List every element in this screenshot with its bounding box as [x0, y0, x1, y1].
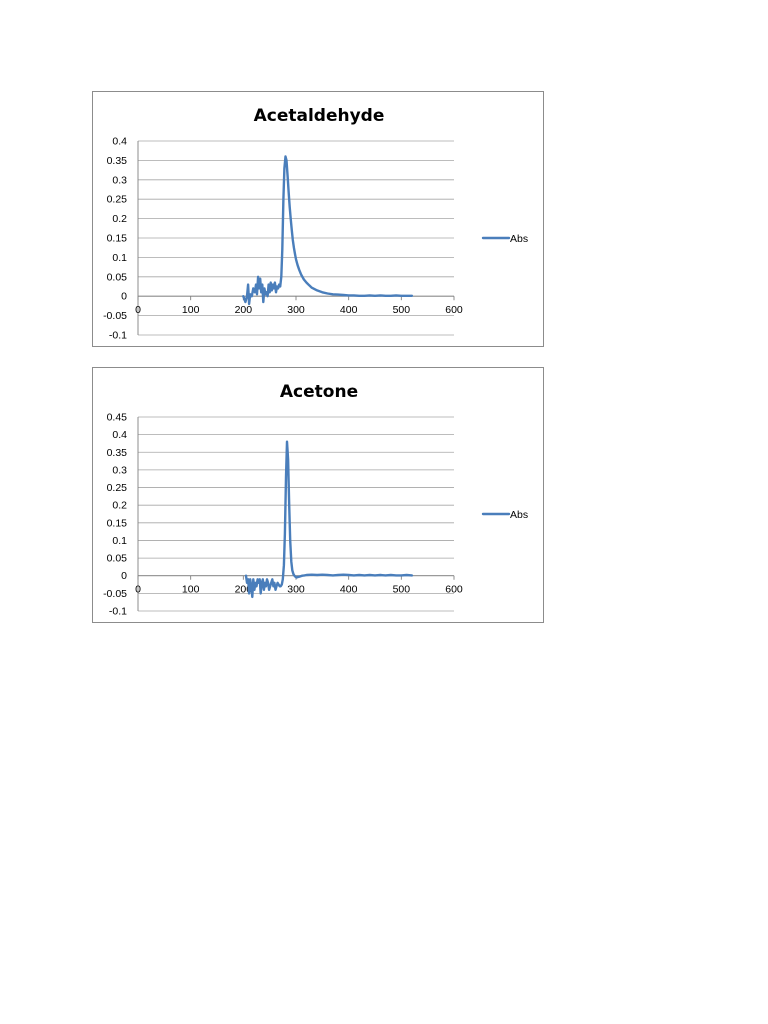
legend: Abs	[481, 233, 528, 245]
y-tick-label: 0.3	[112, 464, 127, 476]
x-tick-label: 400	[340, 304, 358, 316]
y-tick-label: 0.3	[112, 174, 127, 186]
x-tick-label: 100	[182, 304, 200, 316]
gridlines	[138, 416, 454, 612]
y-tick-label: 0	[121, 291, 127, 303]
y-tick-label: 0.1	[112, 535, 127, 547]
chart-acetaldehyde-svg: Acetaldehyde 0.4 0.35 0.3 0.25 0.2 0.15 0.1 0.0…	[103, 106, 528, 342]
y-tick-label: -0.1	[109, 606, 127, 618]
x-tick-label: 0	[135, 304, 141, 316]
chart-acetone-svg: Acetone 0.45 0.4 0.35 0.3 0.25 0.2 0.15 0.1 0.05…	[103, 382, 528, 618]
x-tick-label: 600	[445, 304, 463, 316]
y-tick-label: 0.4	[112, 136, 127, 148]
y-tick-label: 0.35	[107, 155, 128, 167]
y-tick-label: 0.25	[107, 482, 128, 494]
chart-acetone: Acetone 0.45 0.4 0.35 0.3 0.25 0.2 0.15 0.1 0.05…	[92, 367, 544, 623]
x-tick-label: 0	[135, 584, 141, 596]
x-tick-label: 200	[235, 304, 253, 316]
y-tick-label: 0.2	[112, 500, 127, 512]
chart-title: Acetaldehyde	[254, 106, 385, 126]
y-tick-label: 0.45	[107, 412, 128, 424]
x-tick-label: 300	[287, 584, 305, 596]
legend: Abs	[481, 509, 528, 521]
y-tick-labels: 0.4 0.35 0.3 0.25 0.2 0.15 0.1 0.05 0 -0.05 -0.1	[103, 136, 127, 342]
y-tick-label: 0.05	[107, 271, 128, 283]
x-tick-label: 600	[445, 584, 463, 596]
y-tick-label: -0.05	[103, 310, 127, 322]
series-line-abs	[242, 155, 414, 306]
axes	[137, 417, 455, 611]
chart-title: Acetone	[280, 382, 358, 402]
chart-acetaldehyde: Acetaldehyde 0.4 0.35 0.3 0.25 0.2 0.15 0.1 0.0…	[92, 91, 544, 347]
y-tick-label: 0.35	[107, 447, 128, 459]
x-tick-label: 100	[182, 584, 200, 596]
x-tick-label: 500	[393, 584, 411, 596]
x-tick-label: 400	[340, 584, 358, 596]
y-tick-labels: 0.45 0.4 0.35 0.3 0.25 0.2 0.15 0.1 0.05 0 -0.05 -0…	[103, 412, 127, 618]
y-tick-label: 0.2	[112, 213, 127, 225]
x-tick-label: 300	[287, 304, 305, 316]
y-tick-label: 0.1	[112, 252, 127, 264]
y-tick-label: 0.05	[107, 553, 128, 565]
series-layer	[242, 155, 414, 306]
series-layer	[244, 440, 414, 599]
y-tick-label: 0	[121, 570, 127, 582]
y-tick-label: 0.25	[107, 194, 128, 206]
series-line-abs	[244, 440, 414, 599]
y-tick-label: -0.05	[103, 588, 127, 600]
x-tick-label: 500	[393, 304, 411, 316]
x-tick-labels: 0 100 200 300 400 500 600	[135, 304, 463, 316]
legend-label: Abs	[510, 233, 528, 245]
x-tick-labels: 0 100 200 300 400 500 600	[135, 584, 463, 596]
y-tick-label: 0.15	[107, 517, 128, 529]
y-tick-label: 0.4	[112, 429, 127, 441]
y-tick-label: 0.15	[107, 233, 128, 245]
y-tick-label: -0.1	[109, 330, 127, 342]
legend-label: Abs	[510, 509, 528, 521]
